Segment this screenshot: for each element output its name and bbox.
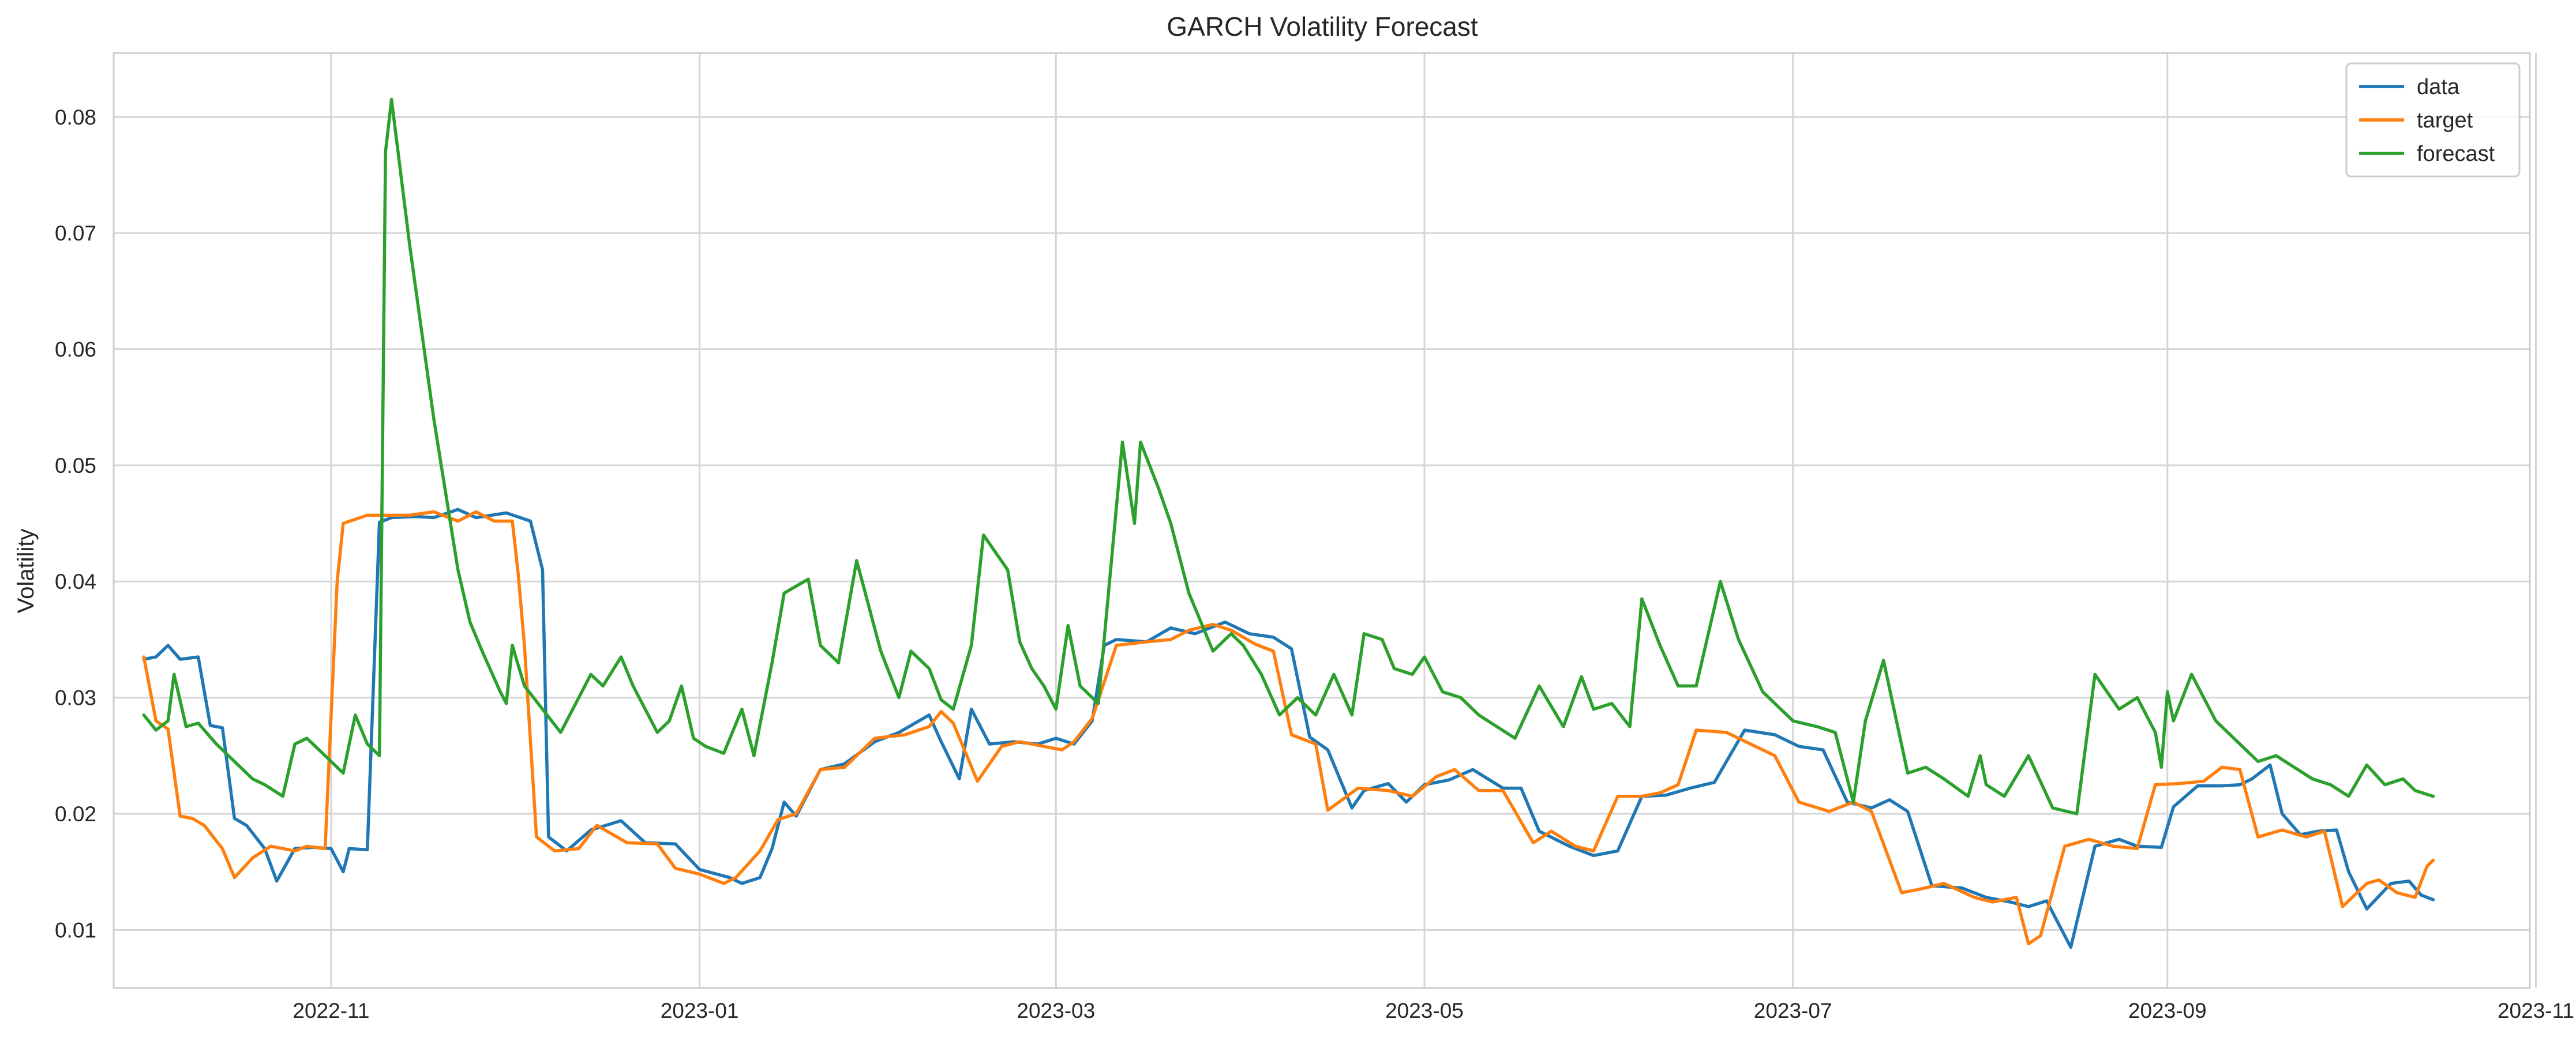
y-axis-label: Volatility [13,529,39,614]
y-tick-label: 0.03 [55,686,96,710]
series-lines [142,97,2435,949]
chart-title: GARCH Volatility Forecast [1167,12,1478,42]
x-tick-label: 2023-07 [1754,999,1832,1023]
y-tick-label: 0.08 [55,106,96,129]
legend-label-forecast: forecast [2417,142,2495,166]
x-tick-label: 2023-01 [661,999,739,1023]
series-line-forecast [142,97,2435,815]
x-tick-label: 2023-11 [2498,999,2574,1023]
legend-label-data: data [2417,75,2460,99]
y-tick-label: 0.01 [55,918,96,942]
axes: 2022-11 2023-01 2023-03 2023-05 2023-07 2023-… [55,52,2574,1023]
y-tick-label: 0.05 [55,454,96,478]
legend-label-target: target [2417,108,2473,133]
y-tick-label: 0.02 [55,802,96,826]
series-line-target [142,510,2435,946]
y-tick-label: 0.06 [55,337,96,361]
series-line-data [142,508,2435,949]
x-tick-label: 2023-09 [2128,999,2207,1023]
x-tick-label: 2023-05 [1385,999,1464,1023]
x-tick-label: 2023-03 [1017,999,1095,1023]
x-tick-label: 2022-11 [293,999,369,1023]
plot-frame [113,52,2531,989]
y-tick-label: 0.04 [55,570,96,593]
legend: data target forecast [2345,62,2521,178]
legend-box [2345,62,2521,178]
y-tick-label: 0.07 [55,221,96,245]
